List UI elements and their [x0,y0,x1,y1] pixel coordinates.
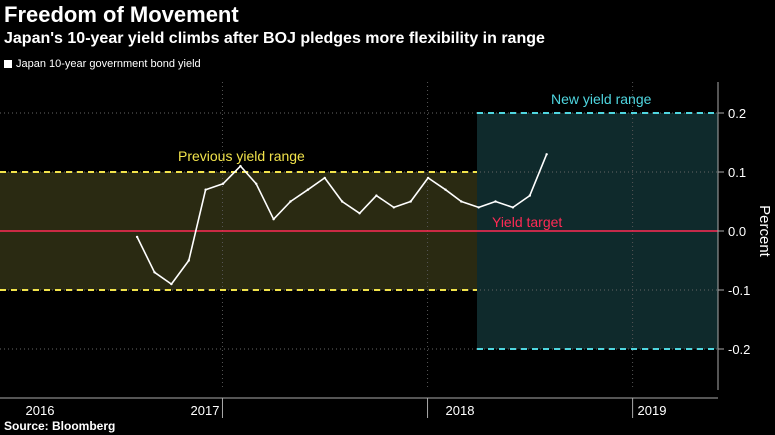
series-point [254,182,258,185]
series-point [306,188,310,191]
series-point [289,200,292,203]
source-note: Source: Bloomberg [4,419,116,433]
x-tick-label: 2018 [446,403,475,418]
series-point [221,182,225,185]
series-point [340,200,344,203]
series-point [239,164,242,168]
series-point [444,188,447,191]
series-point [187,259,190,262]
chart-subtitle: Japan's 10-year yield climbs after BOJ p… [4,30,545,47]
legend-swatch [4,60,12,68]
series-point [204,188,207,191]
series-point [409,200,412,203]
series-point [528,194,531,197]
prev-range-label: Previous yield range [178,148,305,164]
series-point [511,206,515,209]
yield-target-label: Yield target [492,214,562,230]
x-tick-label: 2016 [26,403,55,418]
legend: Japan 10-year government bond yield [4,58,201,70]
y-tick-label: 0.0 [728,224,746,239]
series-point [392,206,396,209]
series-point [375,194,378,197]
x-tick-label: 2019 [638,403,667,418]
series-point [358,212,361,215]
series-point [494,200,497,203]
series-point [477,206,480,209]
series-point [135,235,139,239]
series-point [323,176,326,180]
y-tick-label: 0.1 [728,165,746,180]
series-point [545,153,548,156]
series-point [153,271,156,274]
series-point [272,218,275,221]
series-point [460,200,463,203]
y-tick-label: 0.2 [728,106,746,121]
y-tick-label: -0.1 [728,283,750,298]
y-axis-title: Percent [756,205,773,258]
series-point [170,282,173,286]
y-tick-label: -0.2 [728,342,750,357]
x-tick-label: 2017 [191,403,220,418]
series-point [426,176,430,180]
chart-title: Freedom of Movement [4,2,239,27]
new-range-label: New yield range [551,91,652,107]
legend-label: Japan 10-year government bond yield [16,58,201,70]
